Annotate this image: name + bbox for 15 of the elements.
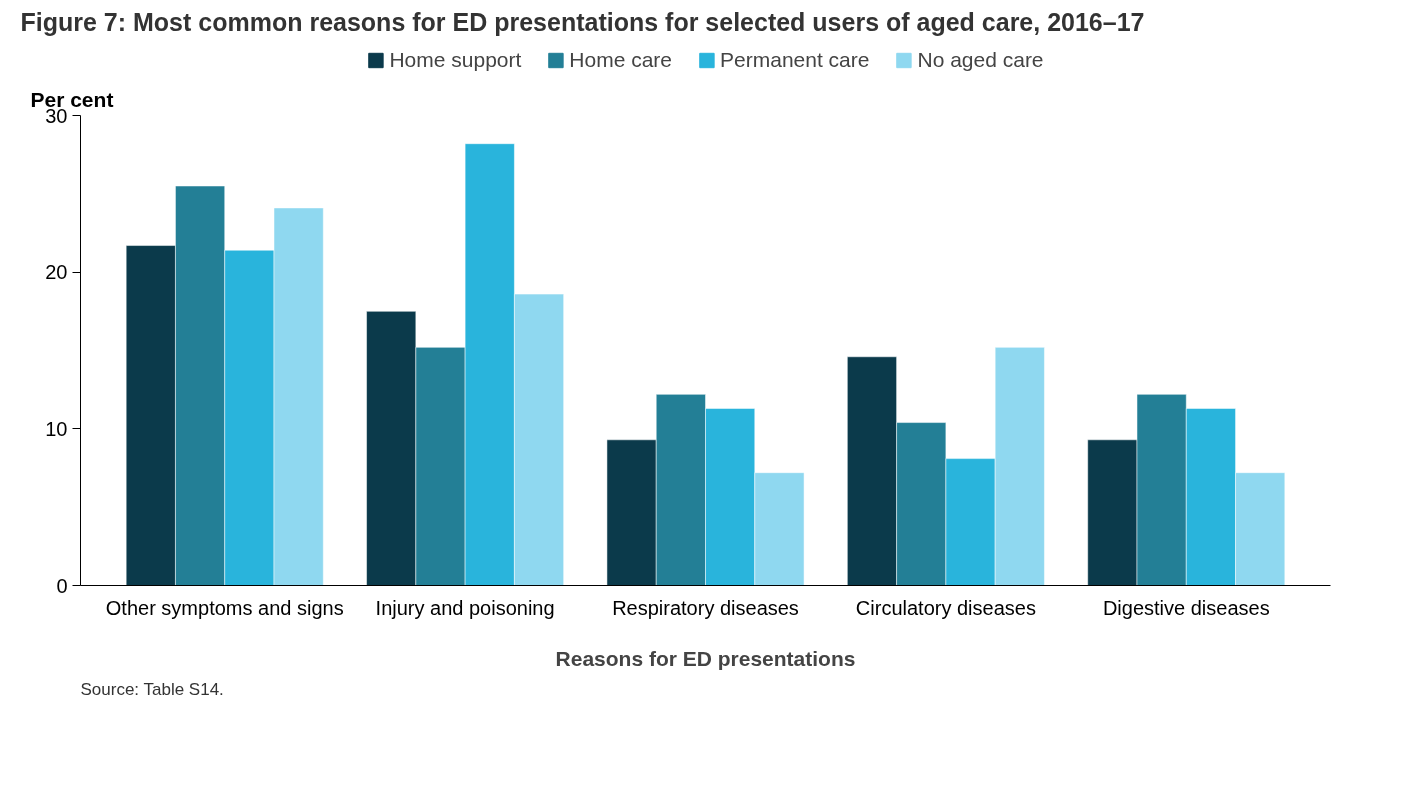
legend-label: No aged care: [917, 48, 1044, 72]
x-tick-label: Respiratory diseases: [612, 596, 799, 619]
x-tick-label: Digestive diseases: [1102, 596, 1270, 619]
y-tick-label: 10: [45, 417, 68, 440]
legend-label: Home support: [389, 48, 522, 72]
chart-title: Figure 7: Most common reasons for ED presentations for selected users of aged care, 2016–17: [20, 7, 1145, 36]
legend-label: Permanent care: [720, 48, 870, 72]
x-tick-label: Injury and poisoning: [375, 596, 555, 619]
x-axis-title: Reasons for ED presentations: [555, 646, 856, 670]
y-tick-label: 20: [45, 261, 68, 284]
y-tick-label: 0: [56, 574, 68, 597]
x-tick-label: Other symptoms and signs: [105, 596, 344, 619]
source-note: Source: Table S14.: [80, 679, 224, 699]
x-tick-label: Circulatory diseases: [855, 596, 1036, 619]
legend-label: Home care: [569, 48, 673, 72]
